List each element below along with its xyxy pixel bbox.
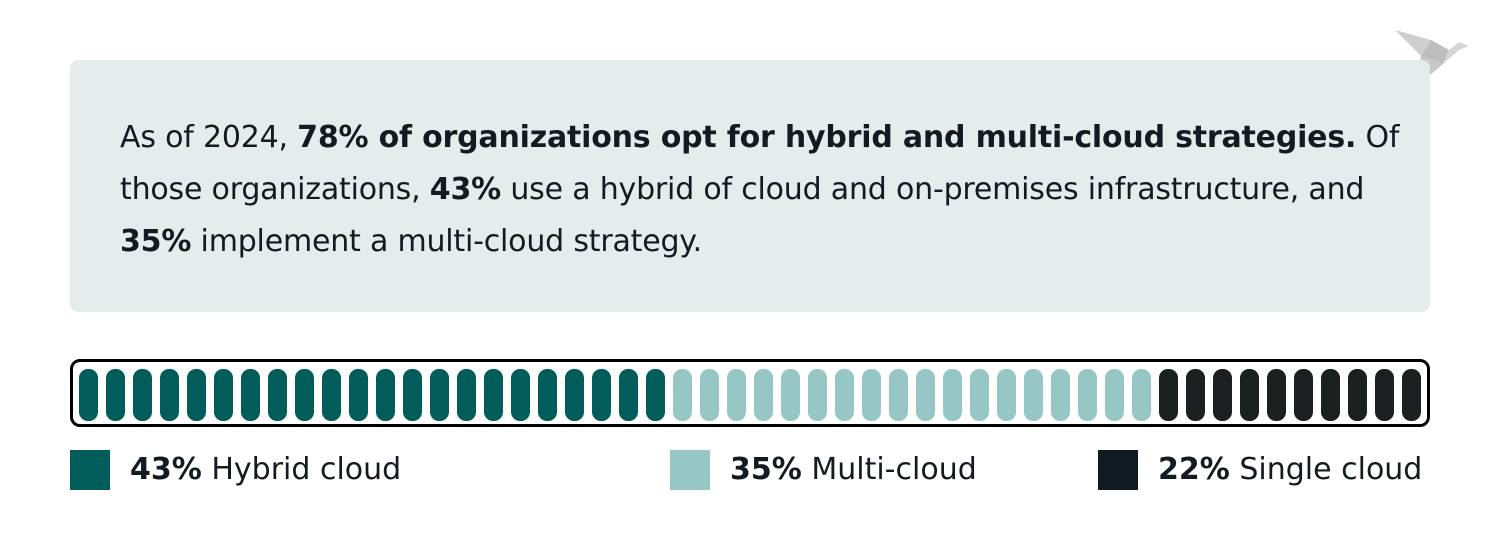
bar-segment-single-cloud (1159, 369, 1178, 421)
bar-segment-multi-cloud (1105, 369, 1124, 421)
bar-segment-multi-cloud (862, 369, 881, 421)
legend-item-single: 22% Single cloud (1098, 450, 1422, 490)
bar-segment-hybrid-cloud (511, 369, 530, 421)
bar-segment-hybrid-cloud (592, 369, 611, 421)
headline-stat: 78% of organizations opt for hybrid and … (297, 120, 1357, 155)
bar-segment-multi-cloud (970, 369, 989, 421)
bar-segment-multi-cloud (997, 369, 1016, 421)
multicloud-stat: 35% (120, 224, 192, 259)
bar-segment-hybrid-cloud (214, 369, 233, 421)
bar-segment-hybrid-cloud (430, 369, 449, 421)
bar-segment-hybrid-cloud (484, 369, 503, 421)
bar-segment-hybrid-cloud (79, 369, 98, 421)
bar-segment-multi-cloud (835, 369, 854, 421)
callout-text: As of 2024, 78% of organizations opt for… (120, 120, 1400, 259)
legend-swatch-single (1098, 450, 1138, 490)
legend-swatch-multicloud (670, 450, 710, 490)
bar-segment-multi-cloud (700, 369, 719, 421)
bar-segment-multi-cloud (1132, 369, 1151, 421)
bar-segment-single-cloud (1375, 369, 1394, 421)
bar-segment-hybrid-cloud (187, 369, 206, 421)
bar-segment-hybrid-cloud (268, 369, 287, 421)
bar-segment-hybrid-cloud (133, 369, 152, 421)
legend-label: 22% Single cloud (1158, 452, 1423, 487)
bar-segment-multi-cloud (781, 369, 800, 421)
bar-segment-single-cloud (1321, 369, 1340, 421)
bar-segment-multi-cloud (1051, 369, 1070, 421)
bar-segment-hybrid-cloud (538, 369, 557, 421)
bar-segment-multi-cloud (808, 369, 827, 421)
bar-segment-hybrid-cloud (322, 369, 341, 421)
legend-item-hybrid: 43% Hybrid cloud (70, 450, 401, 490)
bar-segment-single-cloud (1402, 369, 1421, 421)
bar-segment-multi-cloud (1024, 369, 1043, 421)
bar-segment-multi-cloud (727, 369, 746, 421)
bar-segment-hybrid-cloud (403, 369, 422, 421)
bar-segment-single-cloud (1213, 369, 1232, 421)
bar-segment-single-cloud (1267, 369, 1286, 421)
segmented-bar-chart (70, 359, 1430, 427)
bar-segment-hybrid-cloud (295, 369, 314, 421)
bar-segment-single-cloud (1348, 369, 1367, 421)
bar-segment-multi-cloud (754, 369, 773, 421)
bar-segment-multi-cloud (889, 369, 908, 421)
bar-segment-multi-cloud (673, 369, 692, 421)
legend-item-multicloud: 35% Multi-cloud (670, 450, 977, 490)
bar-segment-hybrid-cloud (241, 369, 260, 421)
bar-segment-multi-cloud (916, 369, 935, 421)
bar-segment-multi-cloud (943, 369, 962, 421)
bar-segment-hybrid-cloud (106, 369, 125, 421)
legend-swatch-hybrid (70, 450, 110, 490)
bar-segment-hybrid-cloud (619, 369, 638, 421)
bar-segment-hybrid-cloud (565, 369, 584, 421)
legend-label: 43% Hybrid cloud (130, 452, 402, 487)
bar-segment-multi-cloud (1078, 369, 1097, 421)
bar-segment-hybrid-cloud (349, 369, 368, 421)
bar-segment-single-cloud (1294, 369, 1313, 421)
bar-segment-hybrid-cloud (457, 369, 476, 421)
bar-segment-single-cloud (1186, 369, 1205, 421)
bar-segment-single-cloud (1240, 369, 1259, 421)
stat-callout: As of 2024, 78% of organizations opt for… (70, 60, 1430, 312)
bar-segment-hybrid-cloud (646, 369, 665, 421)
bar-segment-hybrid-cloud (160, 369, 179, 421)
hybrid-stat: 43% (429, 172, 502, 207)
legend-label: 35% Multi-cloud (730, 452, 977, 487)
bar-segment-hybrid-cloud (376, 369, 395, 421)
